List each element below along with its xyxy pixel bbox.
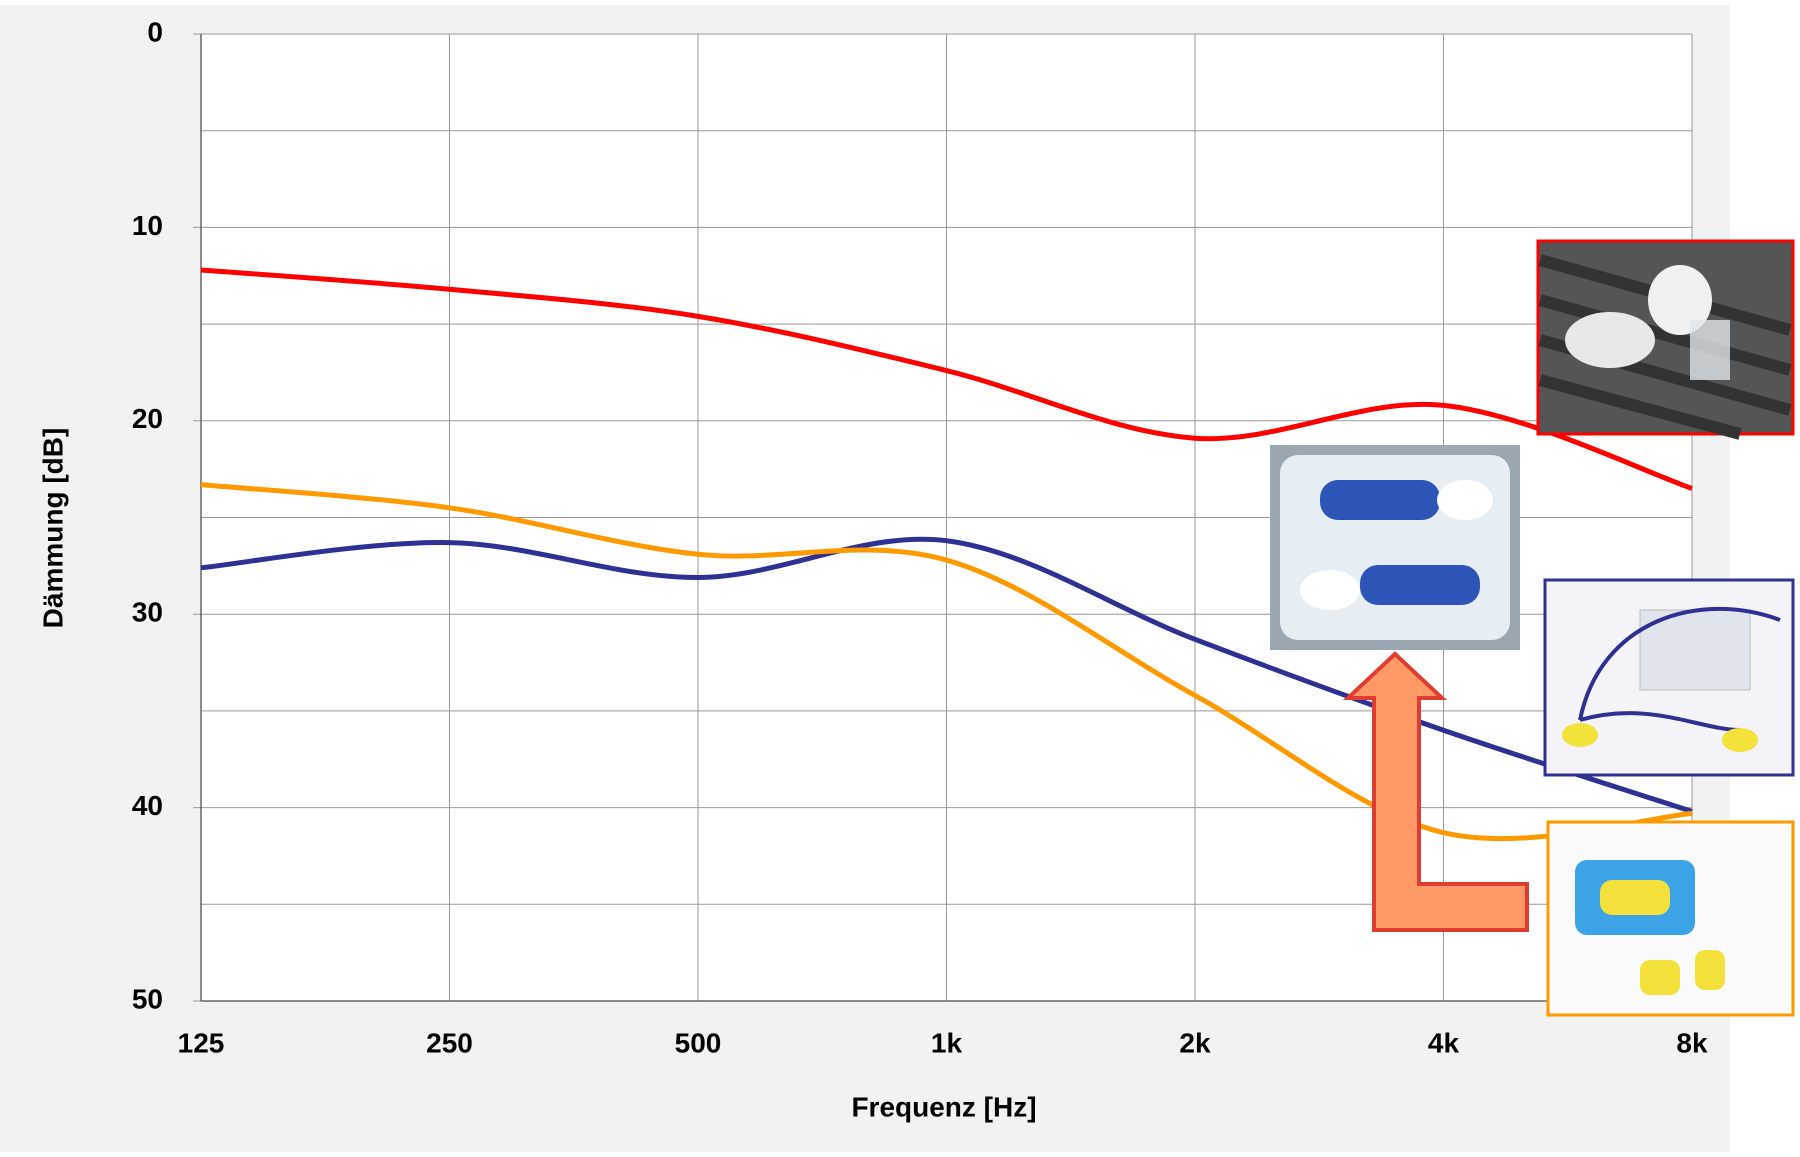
x-tick-label: 1k bbox=[931, 1027, 963, 1058]
x-tick-label: 125 bbox=[178, 1027, 225, 1058]
series-line bbox=[200, 482, 1693, 842]
grid bbox=[193, 33, 1693, 1002]
arrow bbox=[1342, 651, 1529, 932]
lines bbox=[200, 267, 1693, 842]
x-tick-label: 8k bbox=[1676, 1027, 1708, 1058]
y-axis-title: Dämmung [dB] bbox=[37, 428, 68, 629]
series-line bbox=[200, 536, 1693, 814]
series-line bbox=[200, 267, 1693, 491]
y-tick-label: 0 bbox=[147, 16, 163, 47]
y-tick-label: 50 bbox=[132, 983, 163, 1014]
y-tick-label: 40 bbox=[132, 790, 163, 821]
photo-foam-earplugs bbox=[1546, 820, 1795, 1017]
photo-blue-earplugs-case bbox=[1270, 445, 1520, 650]
y-tick-label: 30 bbox=[132, 597, 163, 628]
y-tick-label: 20 bbox=[132, 403, 163, 434]
x-tick-label: 500 bbox=[675, 1027, 722, 1058]
photo-clear-earplugs bbox=[1536, 239, 1795, 440]
x-axis-title: Frequenz [Hz] bbox=[851, 1091, 1036, 1122]
y-tick-label: 10 bbox=[132, 210, 163, 241]
x-tick-label: 2k bbox=[1179, 1027, 1211, 1058]
photo-corded-earplugs bbox=[1543, 578, 1795, 777]
x-tick-label: 4k bbox=[1428, 1027, 1460, 1058]
x-tick-label: 250 bbox=[426, 1027, 473, 1058]
